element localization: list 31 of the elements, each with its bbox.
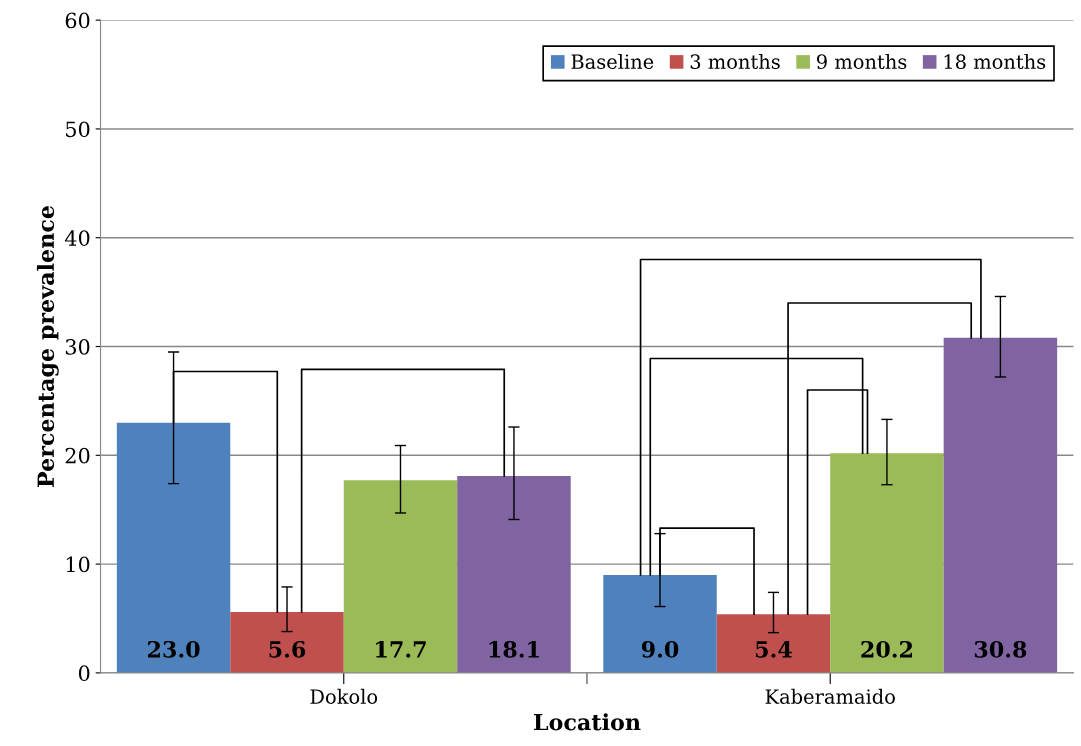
x-tick-label: Kaberamaido (765, 688, 895, 704)
legend-label: 18 months (944, 53, 1046, 70)
bar (943, 337, 1058, 673)
y-tick-label: 60 (65, 12, 90, 29)
legend-label: 3 months (690, 53, 780, 70)
data-label: 30.8 (974, 640, 1027, 658)
data-label: 5.4 (755, 640, 792, 658)
y-tick-label: 0 (78, 665, 90, 682)
legend-label: Baseline (571, 53, 654, 70)
x-tick-label: Dokolo (310, 688, 378, 704)
x-axis-title: Location (533, 713, 641, 731)
y-tick-label: 40 (64, 230, 90, 246)
y-tick-label: 50 (66, 121, 90, 138)
y-tick-label: 30 (65, 338, 90, 355)
y-tick-label: 10 (66, 556, 90, 573)
data-label: 9.0 (641, 640, 679, 658)
y-tick-label: 20 (65, 447, 90, 464)
bar (716, 614, 831, 673)
bar (116, 422, 231, 673)
legend-label: 9 months (816, 53, 907, 70)
data-label: 18.1 (489, 640, 539, 658)
data-label: 17.7 (376, 640, 426, 658)
y-axis-title: Percentage prevalence (36, 206, 59, 487)
bar (603, 574, 717, 673)
bar (343, 480, 458, 673)
data-label: 5.6 (269, 640, 306, 658)
bar (457, 475, 571, 673)
bar (230, 611, 344, 673)
data-label: 23.0 (147, 640, 200, 658)
data-label: 20.2 (861, 640, 913, 658)
bar (830, 453, 944, 673)
